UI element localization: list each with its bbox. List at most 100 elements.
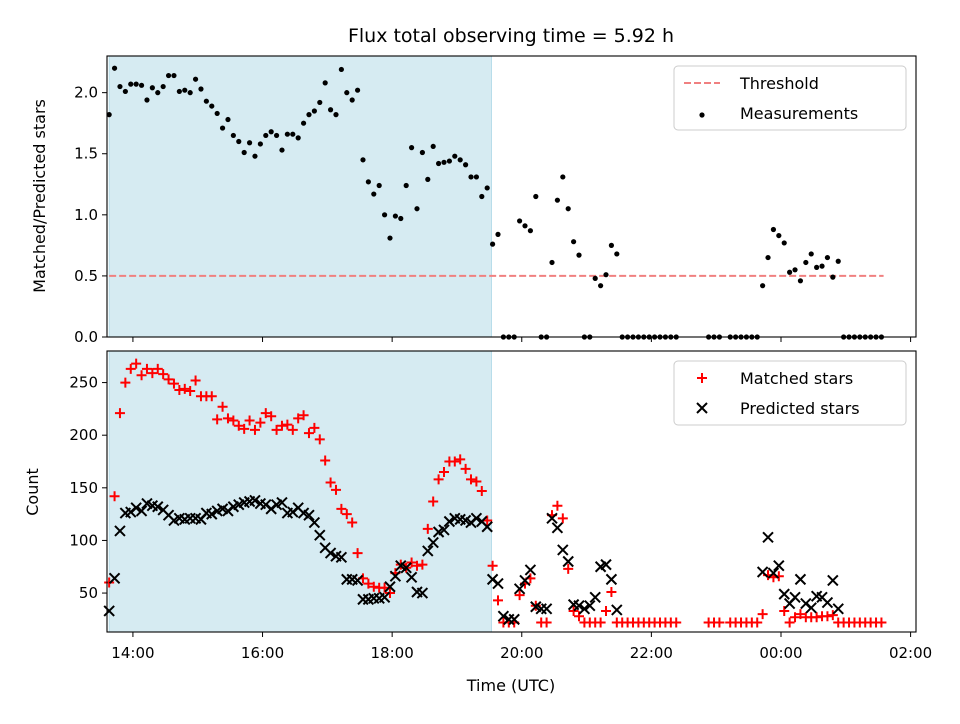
data-point [212,414,223,425]
data-point [168,378,179,389]
data-point [222,413,233,424]
data-point [821,596,834,609]
data-point [462,162,469,168]
data-point [306,112,312,118]
data-point [517,218,523,224]
data-point [405,571,418,583]
data-point [714,617,725,628]
data-point [192,76,199,82]
data-point [114,408,125,419]
data-point [830,274,836,280]
data-point [578,603,591,615]
data-point [282,419,293,430]
data-point [568,605,579,616]
data-point [614,251,620,257]
data-point [598,283,604,289]
data-point [508,613,520,626]
data-point [160,83,166,90]
top-y-axis-label: Matched/Predicted stars [30,99,49,293]
data-point [335,551,348,563]
data-point [476,485,487,496]
legend-frame [673,65,907,131]
data-point [576,252,582,258]
data-point [762,531,774,543]
data-point [876,617,887,628]
data-point [103,605,115,617]
data-point [487,560,498,571]
series-predicted-stars [103,494,844,626]
data-point [601,605,612,616]
data-point [163,374,174,385]
shaded-span [108,55,492,338]
data-point [246,140,253,146]
x-tick-label: 22:00 [630,644,673,662]
data-point [573,599,585,612]
legend-label: Measurements [740,104,858,123]
data-point [381,212,388,218]
data-point [257,141,263,147]
data-point [411,560,422,571]
data-point [814,264,820,270]
data-point [414,206,420,212]
data-point [363,578,374,589]
data-point [371,191,377,197]
data-point [219,125,226,131]
data-point [790,612,801,623]
axes-frame [106,350,917,633]
data-point [422,545,434,557]
data-point [584,599,596,612]
data-point [203,98,209,104]
data-point [330,484,341,495]
data-point [389,570,402,582]
data-point [179,383,190,394]
data-point [392,213,398,219]
data-point [781,240,787,246]
data-point [824,254,831,261]
data-point [560,174,566,180]
data-point [263,132,269,139]
data-point [524,564,537,576]
data-point [125,363,136,374]
y-tick-label: 150 [69,479,98,497]
data-point [273,132,280,139]
data-point [438,524,450,536]
data-point [165,72,172,79]
data-point [417,559,428,570]
data-point [276,420,287,431]
data-point [776,232,782,239]
data-point [419,149,425,156]
data-point [276,496,288,509]
data-point [519,574,531,587]
data-point [378,591,391,603]
data-point [571,239,577,245]
data-point [455,454,466,465]
data-point [303,509,315,521]
legend-label: Predicted stars [740,399,860,418]
y-tick-label: 0.5 [74,267,98,285]
data-point [565,206,571,212]
data-point [822,611,833,622]
data-point [408,145,415,151]
legend-marker [699,112,705,118]
data-point [187,90,193,96]
data-point [452,153,458,159]
data-point [446,158,452,164]
data-point [438,467,449,478]
data-point [551,522,564,534]
data-point [671,617,682,628]
data-point [241,149,247,156]
data-point [244,415,255,426]
data-point [457,157,463,163]
data-point [138,82,145,88]
data-point [465,474,476,485]
data-point [398,215,404,222]
data-point [760,283,766,289]
data-point [827,610,838,621]
data-point [479,193,485,200]
data-point [360,157,366,163]
data-point [327,107,334,113]
data-point [108,572,121,585]
data-point [608,242,615,248]
data-point [795,609,806,620]
data-point [130,502,142,514]
